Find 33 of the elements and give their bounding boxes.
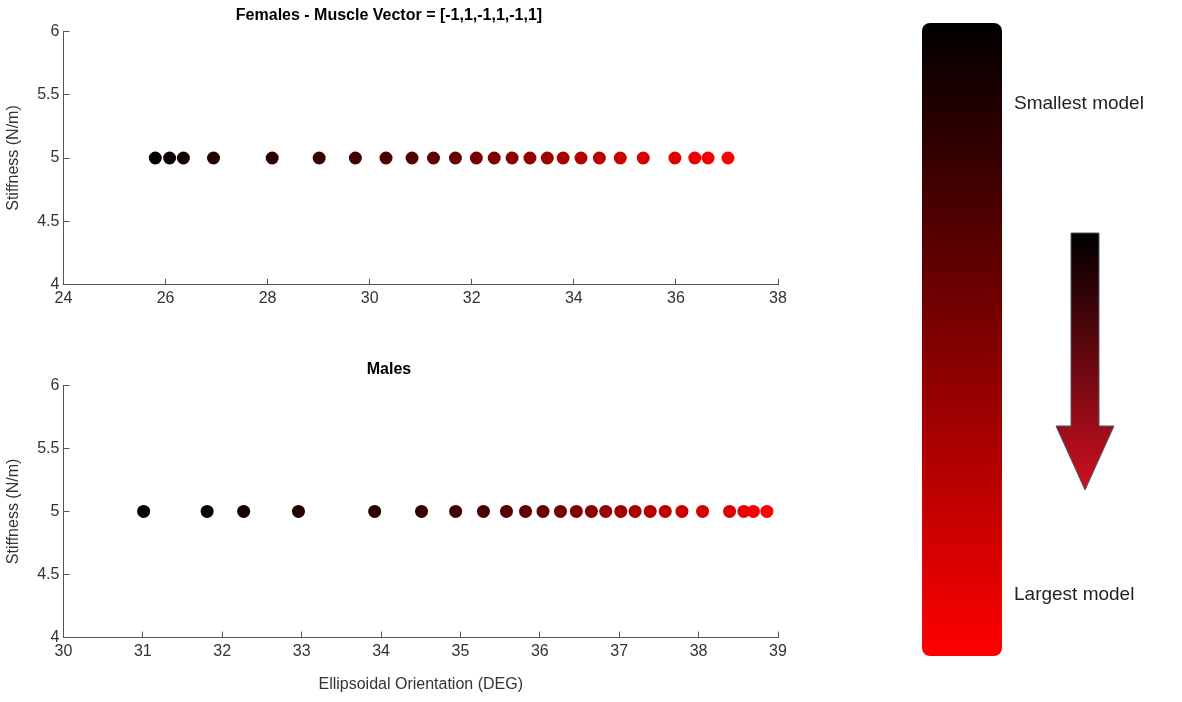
x-tick-label: 26 xyxy=(156,288,175,306)
x-tick-label: 37 xyxy=(610,641,629,659)
y-axis-title: Stiffness (N/m) xyxy=(4,458,22,565)
x-tick-label: 33 xyxy=(292,641,311,659)
y-axis-title: Stiffness (N/m) xyxy=(4,105,22,211)
x-tick-label: 28 xyxy=(258,288,277,306)
y-tick-label: 4.5 xyxy=(37,211,60,229)
x-axis-title: Ellipsoidal Orientation (DEG) xyxy=(318,674,523,692)
x-tick-label: 24 xyxy=(54,288,73,306)
chart-title: Males xyxy=(366,360,412,378)
y-tick-label: 5 xyxy=(50,501,60,519)
x-tick-label: 39 xyxy=(769,641,787,659)
x-tick-label: 36 xyxy=(667,288,685,306)
y-tick-label: 5.5 xyxy=(37,85,60,103)
y-tick-label: 5 xyxy=(50,148,60,166)
text: Smallest model xyxy=(1014,92,1144,114)
x-tick-label: 32 xyxy=(462,288,481,306)
x-tick-label: 34 xyxy=(372,641,391,659)
x-tick-label: 31 xyxy=(133,641,152,659)
text: Largest model xyxy=(1014,583,1135,605)
x-tick-label: 30 xyxy=(54,641,73,659)
y-tick-label: 6 xyxy=(50,21,60,39)
y-tick-label: 4.5 xyxy=(37,564,60,582)
y-tick-label: 5.5 xyxy=(37,438,60,456)
x-tick-label: 32 xyxy=(213,641,232,659)
y-tick-label: 6 xyxy=(50,375,60,393)
x-tick-label: 34 xyxy=(564,288,583,306)
x-tick-label: 35 xyxy=(451,641,470,659)
x-tick-label: 30 xyxy=(360,288,379,306)
x-tick-label: 36 xyxy=(530,641,549,659)
x-tick-label: 38 xyxy=(689,641,708,659)
chart-title: Females - Muscle Vector = [-1,1,-1,1,-1,1] xyxy=(235,6,543,24)
x-tick-label: 38 xyxy=(769,288,787,306)
